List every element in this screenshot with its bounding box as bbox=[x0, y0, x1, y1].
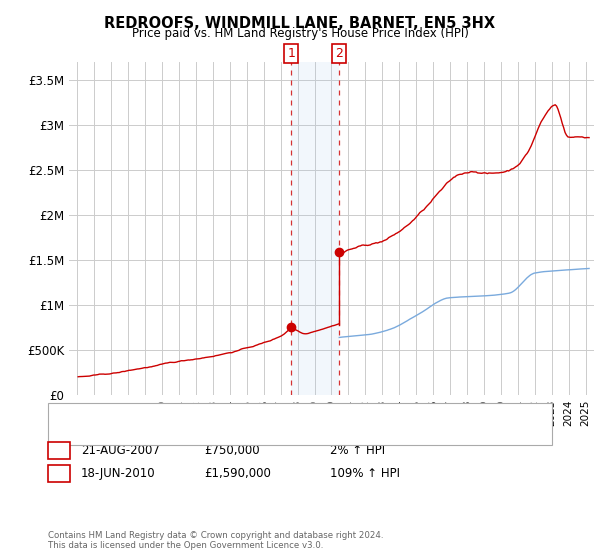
Text: 21-AUG-2007: 21-AUG-2007 bbox=[81, 444, 160, 458]
Text: REDROOFS, WINDMILL LANE, BARNET, EN5 3HX: REDROOFS, WINDMILL LANE, BARNET, EN5 3HX bbox=[104, 16, 496, 31]
Text: Price paid vs. HM Land Registry's House Price Index (HPI): Price paid vs. HM Land Registry's House … bbox=[131, 27, 469, 40]
Text: £1,590,000: £1,590,000 bbox=[204, 466, 271, 480]
Text: 109% ↑ HPI: 109% ↑ HPI bbox=[330, 466, 400, 480]
Text: 18-JUN-2010: 18-JUN-2010 bbox=[81, 466, 155, 480]
Text: 1: 1 bbox=[287, 47, 295, 60]
Text: 2% ↑ HPI: 2% ↑ HPI bbox=[330, 444, 385, 458]
Text: REDROOFS, WINDMILL LANE, BARNET, EN5 3HX (detached house): REDROOFS, WINDMILL LANE, BARNET, EN5 3HX… bbox=[96, 410, 439, 420]
Text: 2: 2 bbox=[55, 466, 62, 480]
Text: Contains HM Land Registry data © Crown copyright and database right 2024.
This d: Contains HM Land Registry data © Crown c… bbox=[48, 530, 383, 550]
Bar bbox=[291, 62, 339, 395]
Text: HPI: Average price, detached house, Barnet: HPI: Average price, detached house, Barn… bbox=[96, 428, 324, 438]
Text: 2: 2 bbox=[335, 47, 343, 60]
Text: 1: 1 bbox=[55, 444, 62, 458]
Text: £750,000: £750,000 bbox=[204, 444, 260, 458]
